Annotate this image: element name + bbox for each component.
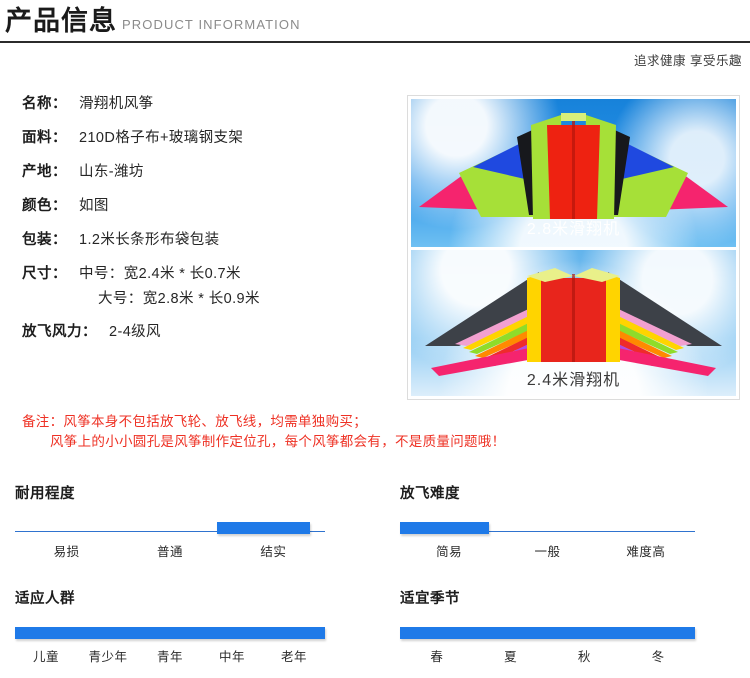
rating-title: 放飞难度: [400, 486, 460, 502]
rating-label: 一般: [534, 545, 561, 559]
rating-label: 结实: [260, 545, 287, 559]
header-divider: [0, 41, 750, 43]
rating-scale-labels: 儿童 青少年 青年 中年 老年: [15, 646, 325, 665]
rating-scale-labels: 简易 一般 难度高: [400, 541, 695, 560]
spec-label: 名称：: [22, 96, 67, 112]
rating-title: 耐用程度: [15, 486, 75, 502]
rating-bar-fill: [400, 627, 695, 639]
rating-bar-track: [400, 531, 695, 532]
spec-value: 山东-潍坊: [79, 164, 144, 180]
rating-label: 冬: [651, 650, 665, 664]
spec-label: 面料：: [22, 130, 67, 146]
spec-row: 包装： 1.2米长条形布袋包装: [22, 228, 397, 249]
photo-caption: 2.8米滑翔机: [526, 221, 621, 238]
spec-label: 放飞风力：: [22, 324, 97, 340]
spec-value-secondary: 大号：宽2.8米 * 长0.9米: [98, 291, 260, 307]
rating-label: 简易: [436, 545, 463, 559]
rating-label: 儿童: [32, 650, 59, 664]
delta-kite-illustration: [419, 113, 728, 219]
photo-caption: 2.4米滑翔机: [526, 372, 621, 389]
rating-bar[interactable]: [400, 522, 695, 534]
rating-bar-fill: [400, 522, 489, 534]
rating-durability: 耐用程度 易损 普通 结实: [15, 482, 325, 560]
rating-flight-difficulty: 放飞难度 简易 一般 难度高: [400, 482, 695, 560]
spec-row: 名称： 滑翔机风筝: [22, 92, 397, 113]
rating-bar[interactable]: [400, 627, 695, 639]
rating-label: 老年: [280, 650, 307, 664]
spec-row-secondary: 大号：宽2.8米 * 长0.9米: [22, 287, 397, 308]
spec-label: 颜色：: [22, 198, 67, 214]
page-header: 产品信息 PRODUCT INFORMATION: [0, 0, 750, 44]
spec-value: 滑翔机风筝: [79, 96, 154, 112]
page-title: 产品信息: [5, 6, 117, 36]
rating-bar-fill: [15, 627, 325, 639]
product-spec-list: 名称： 滑翔机风筝 面料： 210D格子布+玻璃钢支架 产地： 山东-潍坊 颜色…: [22, 92, 397, 354]
rating-label: 普通: [156, 545, 183, 559]
rating-bar[interactable]: [15, 522, 325, 534]
rating-scale-labels: 易损 普通 结实: [15, 541, 325, 560]
spec-value: 如图: [79, 198, 109, 214]
rating-label: 秋: [577, 650, 591, 664]
rating-target-audience: 适应人群 儿童 青少年 青年 中年 老年: [15, 587, 325, 665]
rating-label: 青少年: [88, 650, 128, 664]
spec-value: 中号：宽2.4米 * 长0.7米: [79, 266, 241, 282]
spec-value: 2-4级风: [109, 324, 161, 340]
product-photo-24m: 2.4米滑翔机: [411, 250, 736, 396]
remark-line-1: 备注：风筝本身不包括放飞轮、放飞线，均需单独购买；: [22, 414, 367, 429]
remark-notes: 备注：风筝本身不包括放飞轮、放飞线，均需单独购买； 风筝上的小小圆孔是风筝制作定…: [22, 412, 622, 452]
rating-suitable-season: 适宜季节 春 夏 秋 冬: [400, 587, 695, 665]
rating-label: 夏: [504, 650, 518, 664]
rating-title: 适应人群: [15, 591, 75, 607]
rainbow-kite-illustration: [425, 268, 722, 376]
spec-row: 面料： 210D格子布+玻璃钢支架: [22, 126, 397, 147]
rating-scale-labels: 春 夏 秋 冬: [400, 646, 695, 665]
rating-label: 春: [430, 650, 444, 664]
rating-bar-fill: [216, 522, 310, 534]
product-photo-28m: 2.8米滑翔机: [411, 99, 736, 247]
rating-label: 中年: [218, 650, 245, 664]
spec-row: 产地： 山东-潍坊: [22, 160, 397, 181]
spec-label: 产地：: [22, 164, 67, 180]
spec-label: 包装：: [22, 232, 67, 248]
rating-bar[interactable]: [15, 627, 325, 639]
spec-row: 颜色： 如图: [22, 194, 397, 215]
tagline: 追求健康 享受乐趣: [634, 54, 742, 68]
page-subtitle: PRODUCT INFORMATION: [122, 17, 301, 32]
spec-value: 1.2米长条形布袋包装: [79, 232, 220, 248]
rating-label: 难度高: [626, 545, 666, 559]
rating-label: 青年: [156, 650, 183, 664]
rating-label: 易损: [53, 545, 80, 559]
rating-title: 适宜季节: [400, 591, 460, 607]
spec-label: 尺寸：: [22, 266, 67, 282]
product-photo-frame: 2.8米滑翔机: [407, 95, 740, 400]
remark-line-2: 风筝上的小小圆孔是风筝制作定位孔，每个风筝都会有，不是质量问题哦！: [50, 434, 506, 449]
spec-row: 放飞风力： 2-4级风: [22, 320, 397, 341]
spec-row: 尺寸： 中号：宽2.4米 * 长0.7米: [22, 262, 397, 283]
rating-bar-track: [15, 531, 325, 532]
spec-value: 210D格子布+玻璃钢支架: [79, 130, 244, 146]
